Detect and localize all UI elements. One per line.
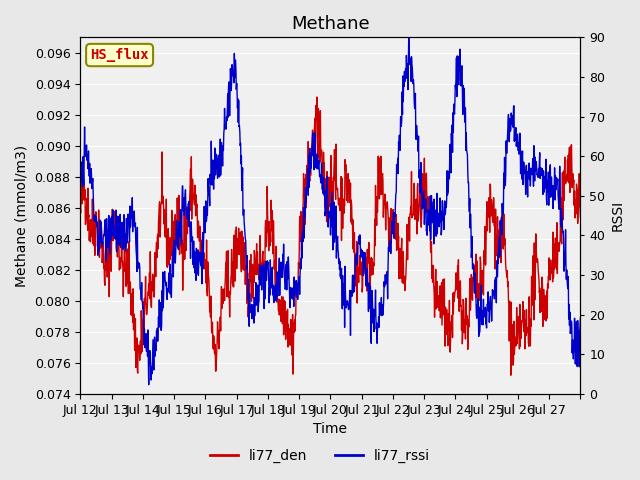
li77_rssi [365,306,373,312]
li77_rssi [346,305,353,311]
li77_den [365,250,373,256]
Text: HS_flux: HS_flux [90,48,149,62]
Y-axis label: Methane (mmol/m3): Methane (mmol/m3) [15,144,29,287]
li77_den [507,372,515,378]
li77_den [76,204,84,210]
li77_rssi [405,35,413,40]
Line: li77_rssi: li77_rssi [80,37,580,385]
li77_den [577,215,584,220]
li77_rssi [101,217,109,223]
Line: li77_den: li77_den [80,97,580,375]
li77_rssi [577,315,584,321]
Y-axis label: RSSI: RSSI [611,200,625,231]
li77_den [412,214,420,219]
li77_den [439,276,447,282]
li77_den [349,216,356,222]
li77_den [101,282,109,288]
Legend: li77_den, li77_rssi: li77_den, li77_rssi [204,443,436,468]
li77_den [313,94,321,100]
Title: Methane: Methane [291,15,370,33]
li77_rssi [412,137,420,143]
li77_rssi [145,382,152,388]
li77_rssi [349,273,356,278]
li77_rssi [76,180,84,185]
li77_rssi [440,213,447,219]
li77_den [346,177,353,183]
X-axis label: Time: Time [314,422,348,436]
